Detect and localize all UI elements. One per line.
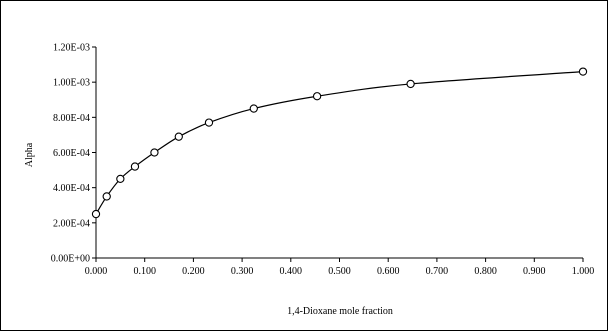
- x-tick-label: 0.500: [328, 266, 351, 277]
- data-point: [102, 192, 111, 201]
- data-point: [249, 104, 258, 113]
- x-axis-title: 1,4-Dioxane mole fraction: [287, 306, 393, 317]
- x-tick-label: 0.800: [474, 266, 497, 277]
- y-ticks: 0.00E+00 2.00E-04 4.00E-04 6.00E-04 8.00E-04…: [51, 43, 96, 265]
- y-tick-label: 1.20E-03: [53, 43, 90, 54]
- data-point: [150, 148, 159, 157]
- x-tick-label: 0.900: [523, 266, 546, 277]
- x-ticks: 0.000 0.100 0.200 0.300 0.400 0.500 0.600 0.700…: [85, 258, 595, 277]
- x-tick-label: 1.000: [572, 266, 595, 277]
- y-tick-label: 6.00E-04: [53, 148, 90, 159]
- y-tick-label: 0.00E+00: [51, 254, 90, 265]
- data-point: [174, 132, 183, 141]
- y-tick-label: 2.00E-04: [53, 218, 90, 229]
- data-point: [406, 79, 415, 89]
- y-tick-label: 4.00E-04: [53, 183, 90, 194]
- data-point: [204, 118, 214, 127]
- x-tick-label: 0.200: [182, 266, 205, 277]
- data-point: [312, 92, 322, 101]
- x-tick-label: 0.700: [426, 266, 449, 277]
- data-points: [91, 67, 588, 219]
- y-tick-label: 8.00E-04: [53, 113, 90, 124]
- x-tick-label: 0.600: [377, 266, 400, 277]
- y-axis-title: Alpha: [24, 142, 35, 167]
- x-tick-label: 0.000: [85, 266, 108, 277]
- data-point: [116, 174, 125, 184]
- series-line: [95, 71, 584, 215]
- x-tick-label: 0.400: [280, 266, 303, 277]
- data-point: [130, 162, 140, 171]
- data-point: [91, 209, 101, 219]
- x-tick-label: 0.300: [231, 266, 254, 277]
- y-tick-label: 1.00E-03: [53, 78, 90, 89]
- data-point: [578, 67, 588, 76]
- x-tick-label: 0.100: [133, 266, 156, 277]
